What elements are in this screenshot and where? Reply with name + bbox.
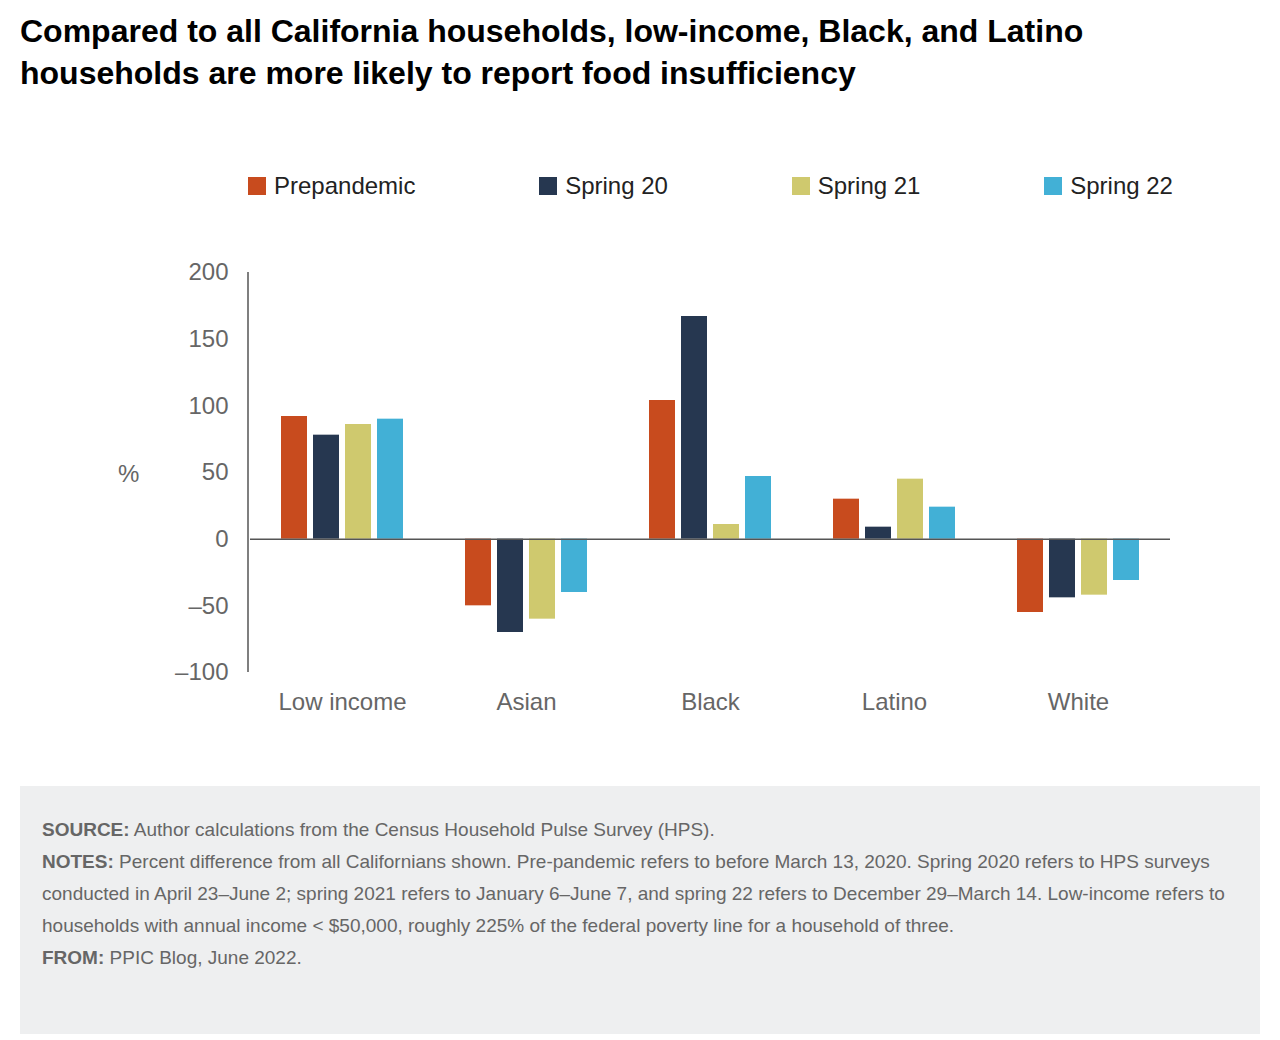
svg-text:%: % [118, 460, 139, 487]
svg-text:Low income: Low income [278, 688, 406, 715]
html-text:Compared to all California hou: Compared to all California households, l… [20, 13, 1084, 91]
html-text:Spring 20: Spring 20 [565, 172, 668, 199]
svg-text:0: 0 [215, 525, 228, 552]
svg-text:100: 100 [188, 392, 228, 419]
svg-text:Asian: Asian [496, 688, 556, 715]
html-text:Spring 21: Spring 21 [817, 172, 921, 199]
svg-text:–50: –50 [188, 592, 228, 619]
svg-text:150: 150 [188, 325, 228, 352]
html-text:NOTES: Percent difference from: NOTES: Percent difference from all Calif… [42, 851, 1225, 936]
svg-text:200: 200 [188, 258, 228, 285]
svg-text:Latino: Latino [862, 688, 927, 715]
svg-text:Black: Black [681, 688, 741, 715]
html-text:SOURCE: Author calculations fr: SOURCE: Author calculations from the Cen… [42, 819, 715, 840]
svg-text:50: 50 [202, 458, 229, 485]
svg-text:White: White [1048, 688, 1109, 715]
html-text:FROM: PPIC Blog, June 2022.: FROM: PPIC Blog, June 2022. [42, 947, 302, 968]
html-text:Prepandemic: Prepandemic [274, 172, 416, 199]
svg-text:–100: –100 [175, 658, 228, 685]
html-text:Spring 22: Spring 22 [1070, 172, 1173, 199]
